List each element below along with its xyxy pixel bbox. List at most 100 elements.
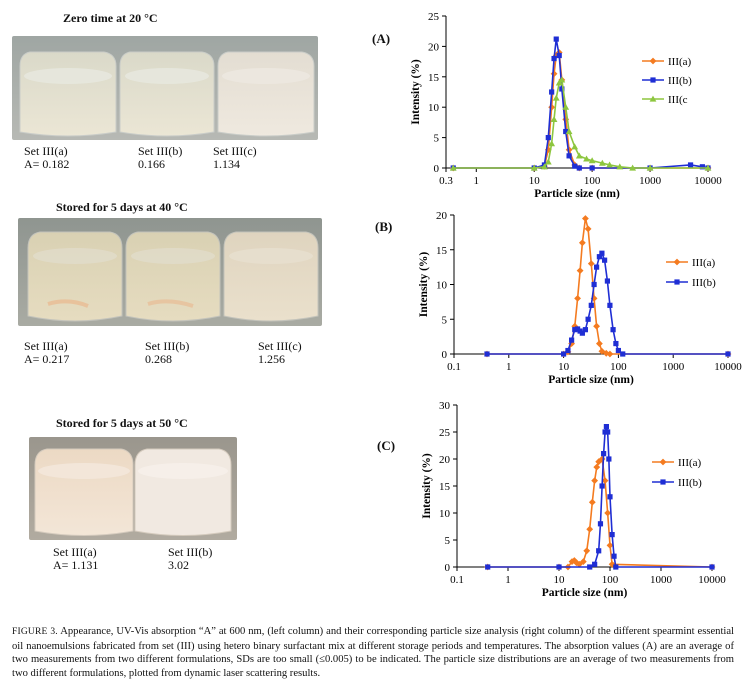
data-point — [544, 158, 552, 165]
data-point — [565, 128, 573, 135]
data-point — [559, 86, 565, 92]
data-point — [596, 254, 602, 260]
y-tick-label: 5 — [442, 314, 448, 326]
data-point — [597, 521, 604, 527]
particle-size-chart-b: 0 5 10 15 20 0.1 1 10 100 1000 10000 Particle size … — [418, 210, 742, 386]
data-point — [565, 146, 573, 154]
data-point — [582, 215, 589, 222]
data-point — [572, 163, 578, 169]
panel-letter-c: (C) — [377, 438, 396, 453]
legend-marker — [674, 279, 680, 285]
data-point — [598, 347, 606, 355]
data-point — [569, 337, 575, 343]
legend-marker — [673, 258, 681, 266]
legend-label: III(c — [668, 94, 688, 106]
x-tick-label: 0.3 — [439, 175, 453, 187]
data-point — [604, 509, 612, 517]
data-point — [553, 36, 559, 42]
photo2-label-b: Set III(b) 0.268 — [145, 339, 190, 366]
y-tick-label: 5 — [445, 535, 451, 547]
photo2-label-a: Set III(a) A= 0.217 — [24, 339, 70, 366]
data-point — [571, 322, 579, 330]
caption-text: Appearance, UV-Vis absorption “A” at 600… — [12, 626, 734, 679]
data-point — [699, 164, 705, 170]
data-point — [704, 164, 712, 171]
y-tick-label: 15 — [439, 481, 451, 493]
photo-title-3: Stored for 5 days at 50 °C — [56, 416, 188, 430]
y-tick-label: 25 — [428, 11, 440, 23]
data-point — [595, 340, 603, 347]
data-point — [449, 164, 457, 171]
photo3-label-b: Set III(b) 3.02 — [168, 545, 213, 572]
data-point — [582, 327, 589, 333]
data-point — [593, 322, 600, 330]
y-tick-label: 30 — [439, 400, 451, 412]
y-axis-title: Intensity (%) — [410, 59, 422, 125]
y-tick-label: 0 — [434, 163, 440, 175]
particle-size-chart-c: 0 5 10 15 20 25 30 0.1 1 10 100 1000 10000 Particle s… — [421, 400, 726, 599]
y-tick-label: 15 — [436, 245, 448, 257]
legend-label: III(b) — [668, 75, 692, 87]
x-tick-label: 10000 — [714, 361, 742, 373]
data-point — [610, 327, 616, 333]
data-point — [575, 152, 583, 159]
data-point — [605, 429, 611, 435]
panel-letter-b: (B) — [375, 219, 393, 234]
particle-size-chart-a: 0 5 10 15 20 25 0.3 1 10 100 1000 10000 Particle siz… — [410, 11, 722, 200]
data-point — [603, 424, 610, 430]
legend-marker — [650, 77, 656, 83]
x-tick-label: 10 — [558, 361, 570, 373]
data-point — [549, 89, 555, 95]
data-point — [607, 494, 613, 500]
data-point — [566, 153, 572, 159]
x-tick-label: 100 — [584, 175, 601, 187]
legend-label: III(a) — [692, 257, 716, 269]
data-point — [558, 76, 566, 83]
data-point — [571, 143, 579, 150]
data-point — [629, 164, 637, 171]
legend-label: III(a) — [668, 56, 692, 68]
photo-title-2: Stored for 5 days at 40 °C — [56, 200, 188, 214]
data-point — [588, 302, 594, 308]
y-tick-label: 0 — [442, 349, 448, 361]
data-point — [620, 351, 626, 357]
data-point — [687, 162, 694, 168]
x-axis-title: Particle size (nm) — [534, 188, 620, 200]
data-point — [576, 165, 582, 171]
data-point — [602, 257, 608, 263]
data-point — [725, 351, 731, 357]
data-point — [579, 558, 587, 565]
data-point — [709, 564, 715, 570]
y-axis-title: Intensity (%) — [421, 453, 433, 519]
data-point — [613, 340, 619, 347]
legend-label: III(a) — [678, 457, 702, 469]
y-tick-label: 15 — [428, 72, 440, 84]
x-axis-title: Particle size (nm) — [548, 374, 634, 386]
y-tick-label: 5 — [434, 133, 440, 145]
data-point — [555, 79, 563, 86]
panel-letter-a: (A) — [372, 31, 391, 46]
y-tick-label: 0 — [445, 562, 451, 574]
x-tick-label: 1000 — [650, 574, 673, 586]
x-tick-label: 10 — [529, 175, 541, 187]
data-point — [578, 239, 586, 247]
x-tick-label: 100 — [610, 361, 627, 373]
data-point — [606, 161, 613, 168]
data-point — [579, 330, 585, 336]
data-point — [593, 463, 601, 471]
data-point — [591, 281, 597, 288]
data-point — [583, 155, 590, 162]
data-point — [570, 557, 578, 564]
data-point — [613, 564, 619, 570]
data-point — [616, 163, 624, 170]
data-point — [602, 349, 610, 357]
data-point — [584, 225, 592, 233]
data-point — [596, 548, 602, 554]
data-point — [561, 351, 567, 357]
data-point — [646, 164, 654, 171]
data-point — [599, 483, 605, 489]
data-point — [583, 547, 591, 555]
x-tick-label: 1 — [506, 361, 512, 373]
legend-marker — [659, 458, 667, 466]
series-III(c — [449, 76, 712, 171]
